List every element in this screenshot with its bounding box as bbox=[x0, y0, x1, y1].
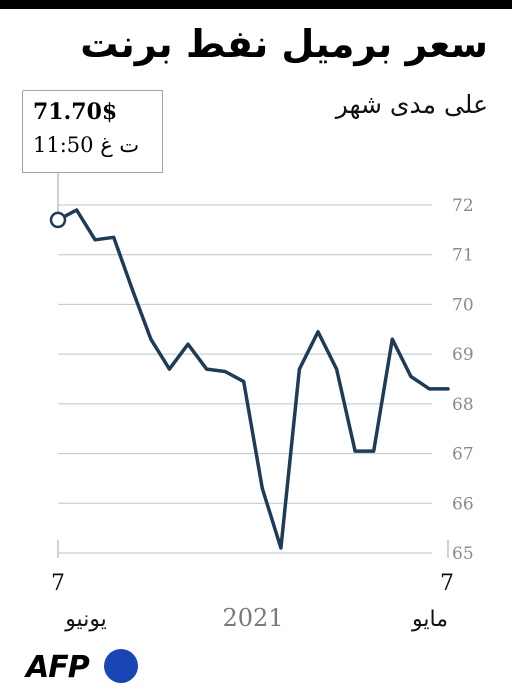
x-year-label: 2021 bbox=[222, 604, 283, 632]
top-bar bbox=[0, 0, 512, 9]
callout-time: 11:50 ت غ bbox=[33, 133, 140, 157]
chart-title: سعر برميل نفط برنت bbox=[80, 22, 488, 66]
last-value-marker bbox=[49, 211, 67, 229]
y-tick-label: 72 bbox=[452, 196, 474, 216]
x-tick-label-start-month: مايو bbox=[411, 607, 448, 632]
chart-subtitle: على مدى شهر bbox=[335, 90, 488, 119]
y-tick-label: 71 bbox=[452, 246, 474, 266]
price-callout: 71.70$ 11:50 ت غ bbox=[22, 90, 163, 173]
afp-logo-dot bbox=[104, 649, 138, 683]
x-tick-label-start-day: 7 bbox=[440, 571, 454, 596]
y-tick-label: 69 bbox=[452, 345, 474, 365]
afp-logo: AFP bbox=[26, 650, 90, 685]
y-tick-label: 66 bbox=[452, 494, 474, 514]
callout-price: 71.70$ bbox=[33, 99, 118, 125]
x-tick-label-end-month: يونيو bbox=[64, 607, 107, 632]
y-tick-label: 68 bbox=[452, 395, 474, 415]
y-tick-label: 67 bbox=[452, 445, 474, 465]
x-tick-label-end-day: 7 bbox=[51, 571, 65, 596]
y-tick-label: 70 bbox=[452, 295, 474, 315]
y-tick-label: 65 bbox=[452, 544, 474, 564]
price-series-line bbox=[56, 208, 450, 550]
